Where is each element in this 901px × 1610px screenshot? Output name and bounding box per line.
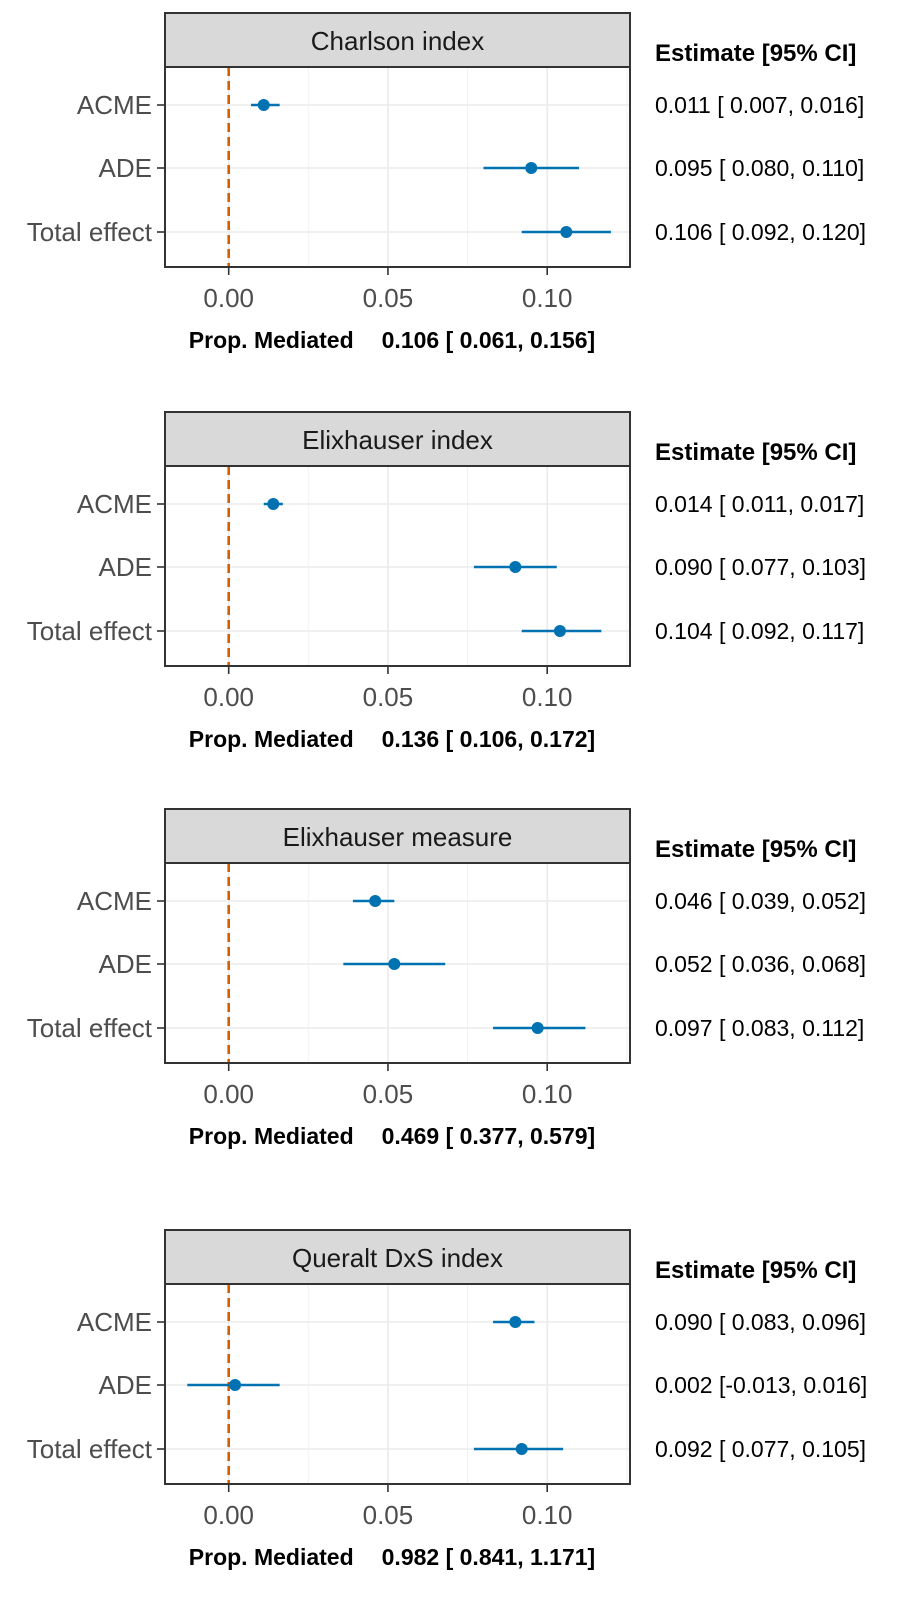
x-tick-label: 0.00 <box>203 682 254 712</box>
x-tick-label: 0.10 <box>522 682 573 712</box>
x-tick-label: 0.10 <box>522 1500 573 1530</box>
estimate-point <box>553 625 566 637</box>
x-tick-label: 0.00 <box>203 1079 254 1109</box>
panel-strip <box>164 411 631 467</box>
estimate-point <box>267 498 280 510</box>
ci-value: 0.095 [ 0.080, 0.110] <box>655 155 864 181</box>
panel-border <box>164 1283 631 1485</box>
ci-value: 0.052 [ 0.036, 0.068] <box>655 951 866 977</box>
prop-mediated-label: Prop. Mediated <box>189 1123 354 1149</box>
prop-mediated-label: Prop. Mediated <box>189 726 354 752</box>
estimate-header: Estimate [95% CI] <box>655 836 856 863</box>
x-tick-label: 0.00 <box>203 283 254 313</box>
forest-panel-1: Charlson index ACME 0.011 [ 0.007, 0.016] A… <box>0 12 901 393</box>
panel-strip <box>164 12 631 68</box>
prop-mediated: Prop. Mediated 0.982 [ 0.841, 1.171] <box>189 1544 595 1570</box>
estimate-header: Estimate [95% CI] <box>655 1257 856 1284</box>
prop-mediated-label: Prop. Mediated <box>189 327 354 353</box>
prop-mediated-value: 0.106 [ 0.061, 0.156] <box>382 327 596 353</box>
category-label: ACME <box>77 886 152 916</box>
category-label: Total effect <box>27 1434 153 1464</box>
estimate-point <box>515 1443 528 1455</box>
forest-panel-svg: Queralt DxS index ACME 0.090 [ 0.083, 0.09… <box>27 1229 867 1570</box>
category-label: ADE <box>99 153 152 183</box>
estimate-point <box>509 1316 522 1328</box>
panel-title: Charlson index <box>311 26 484 56</box>
forest-panel-2: Elixhauser index ACME 0.014 [ 0.011, 0.017… <box>0 411 901 792</box>
category-label: Total effect <box>27 217 153 247</box>
ci-value: 0.106 [ 0.092, 0.120] <box>655 219 866 245</box>
panel-border <box>164 66 631 268</box>
panel-title: Elixhauser measure <box>283 822 513 852</box>
panel-title: Elixhauser index <box>302 425 493 455</box>
prop-mediated-value: 0.136 [ 0.106, 0.172] <box>382 726 596 752</box>
prop-mediated: Prop. Mediated 0.469 [ 0.377, 0.579] <box>189 1123 595 1149</box>
x-tick-label: 0.10 <box>522 283 573 313</box>
x-tick-label: 0.05 <box>363 283 414 313</box>
panel-border <box>164 862 631 1064</box>
forest-panel-svg: Elixhauser index ACME 0.014 [ 0.011, 0.017… <box>27 411 866 752</box>
category-label: ADE <box>99 552 152 582</box>
estimate-header: Estimate [95% CI] <box>655 40 856 67</box>
x-tick-label: 0.05 <box>363 682 414 712</box>
panel-border <box>164 465 631 667</box>
prop-mediated: Prop. Mediated 0.136 [ 0.106, 0.172] <box>189 726 595 752</box>
estimate-point <box>257 99 270 111</box>
estimate-point <box>229 1379 242 1391</box>
category-label: ACME <box>77 90 152 120</box>
forest-panel-svg: Charlson index ACME 0.011 [ 0.007, 0.016] A… <box>27 12 866 353</box>
estimate-point <box>531 1022 544 1034</box>
x-tick-label: 0.00 <box>203 1500 254 1530</box>
panel-strip <box>164 1229 631 1285</box>
estimate-point <box>388 958 401 970</box>
category-label: ADE <box>99 1370 152 1400</box>
ci-value: 0.097 [ 0.083, 0.112] <box>655 1015 864 1041</box>
prop-mediated-value: 0.982 [ 0.841, 1.171] <box>382 1544 596 1570</box>
category-label: ACME <box>77 1307 152 1337</box>
category-label: ACME <box>77 489 152 519</box>
estimate-point <box>369 895 382 907</box>
prop-mediated-value: 0.469 [ 0.377, 0.579] <box>382 1123 596 1149</box>
ci-value: 0.092 [ 0.077, 0.105] <box>655 1436 866 1462</box>
ci-value: 0.002 [-0.013, 0.016] <box>655 1372 867 1398</box>
forest-panel-3: Elixhauser measure ACME 0.046 [ 0.039, 0.0… <box>0 808 901 1189</box>
ci-value: 0.046 [ 0.039, 0.052] <box>655 888 866 914</box>
ci-value: 0.090 [ 0.083, 0.096] <box>655 1309 866 1335</box>
prop-mediated: Prop. Mediated 0.106 [ 0.061, 0.156] <box>189 327 595 353</box>
x-tick-label: 0.05 <box>363 1500 414 1530</box>
estimate-point <box>525 162 538 174</box>
ci-value: 0.104 [ 0.092, 0.117] <box>655 618 864 644</box>
estimate-point <box>509 561 522 573</box>
estimate-header: Estimate [95% CI] <box>655 439 856 466</box>
forest-panel-svg: Elixhauser measure ACME 0.046 [ 0.039, 0.0… <box>27 808 866 1149</box>
panel-title: Queralt DxS index <box>292 1243 503 1273</box>
category-label: Total effect <box>27 1013 153 1043</box>
category-label: ADE <box>99 949 152 979</box>
x-tick-label: 0.10 <box>522 1079 573 1109</box>
forest-panel-4: Queralt DxS index ACME 0.090 [ 0.083, 0.09… <box>0 1229 901 1610</box>
ci-value: 0.011 [ 0.007, 0.016] <box>655 92 864 118</box>
ci-value: 0.014 [ 0.011, 0.017] <box>655 491 864 517</box>
panel-strip <box>164 808 631 864</box>
ci-value: 0.090 [ 0.077, 0.103] <box>655 554 866 580</box>
prop-mediated-label: Prop. Mediated <box>189 1544 354 1570</box>
estimate-point <box>560 226 573 238</box>
category-label: Total effect <box>27 616 153 646</box>
x-tick-label: 0.05 <box>363 1079 414 1109</box>
